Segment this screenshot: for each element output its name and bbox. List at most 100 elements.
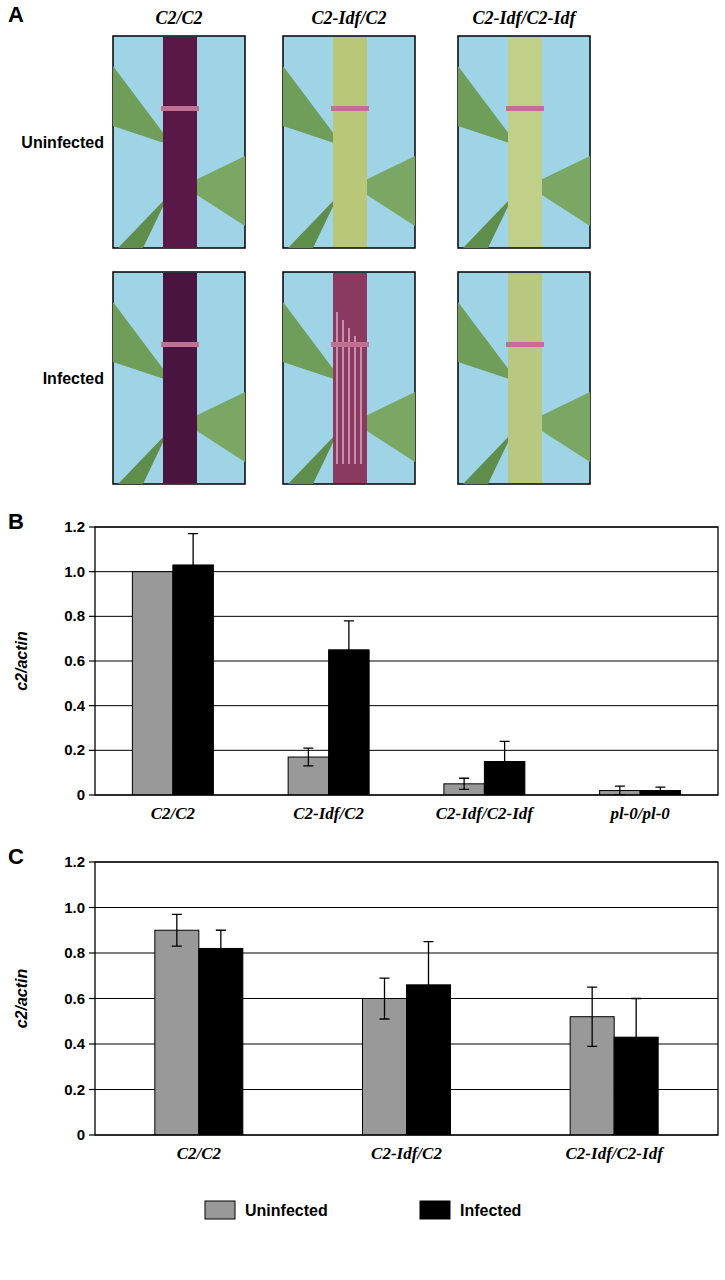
category-label: pl-0/pl-0 [608, 804, 670, 823]
node [161, 106, 199, 111]
category-label: C2-Idf/C2 [371, 1144, 442, 1163]
leaf [288, 432, 338, 484]
legend-swatch [205, 1201, 235, 1219]
bar [199, 948, 243, 1135]
figure: A C2/C2 C2-Idf/C2 C2-Idf/C2-Idf Uninfected In… [0, 0, 725, 1280]
leaf [118, 432, 168, 484]
column-header: C2-Idf/C2 [311, 8, 386, 28]
stem [333, 273, 367, 483]
y-axis-label: c2/actin [13, 631, 30, 691]
row-header: Infected [43, 370, 104, 387]
legend-label: Infected [460, 1202, 521, 1219]
photo [113, 272, 245, 484]
tick-label: 0 [77, 1126, 85, 1143]
tick-label: 0.4 [64, 697, 86, 714]
tick-mark [89, 861, 95, 862]
photo [283, 36, 415, 248]
stem-streak [348, 328, 350, 464]
tick-mark [89, 1089, 95, 1090]
stem [508, 273, 542, 483]
column-header: C2-Idf/C2-Idf [473, 8, 578, 28]
plot-area [155, 914, 658, 1135]
category-label: C2-Idf/C2-Idf [566, 1144, 666, 1163]
tick-mark [89, 952, 95, 953]
photo [283, 272, 415, 484]
stem-streak [360, 344, 362, 464]
photo [458, 272, 590, 484]
legend-swatch [420, 1201, 450, 1219]
tick-label: 1.2 [64, 518, 85, 535]
row-header: Uninfected [21, 134, 104, 151]
legend: Uninfected Infected [205, 1201, 521, 1219]
panel-label: B [8, 509, 24, 534]
stem [508, 37, 542, 247]
stem-streak [342, 320, 344, 464]
bar-chart: Cc2/actin 0 0.2 0.4 0.6 0.8 1.0 1.2 C2/C2 C2-Idf/… [8, 844, 718, 1219]
tick-label: 0.2 [64, 1081, 85, 1098]
plot-area [132, 534, 680, 795]
bar [132, 572, 172, 795]
bar [155, 930, 199, 1135]
photo-background [113, 36, 245, 248]
tick-label: 0 [77, 786, 85, 803]
tick-mark [89, 571, 95, 572]
category-label: C2-Idf/C2 [293, 804, 364, 823]
error-bar [424, 942, 434, 1028]
error-bar [188, 534, 198, 597]
tick-label: 1.0 [64, 899, 85, 916]
stem-streak [354, 336, 356, 464]
legend-label: Uninfected [245, 1202, 328, 1219]
tick-mark [89, 526, 95, 527]
category-label: C2/C2 [177, 1144, 222, 1163]
panel-label: A [8, 2, 24, 27]
tick-label: 0.4 [64, 1035, 86, 1052]
tick-label: 0.8 [64, 607, 85, 624]
column-header: C2/C2 [155, 8, 202, 28]
tick-label: 0.6 [64, 990, 85, 1007]
error-bar [172, 914, 182, 946]
error-bar [303, 748, 313, 766]
node [506, 106, 544, 111]
error-bar [587, 987, 597, 1046]
tick-mark [89, 794, 95, 795]
stem [163, 37, 197, 247]
y-axis-label: c2/actin [13, 968, 30, 1028]
node [506, 342, 544, 347]
leaf [463, 432, 513, 484]
node [331, 342, 369, 347]
bar-chart: Bc2/actin00.20.40.60.81.01.2C2/C2C2-Idf/… [8, 509, 718, 823]
tick-label: 1.2 [64, 853, 85, 870]
panel-a: A C2/C2 C2-Idf/C2 C2-Idf/C2-Idf Uninfected In… [8, 2, 590, 484]
panel-label: C [8, 844, 24, 869]
tick-mark [89, 907, 95, 908]
grid-line [95, 907, 718, 908]
tick-mark [89, 998, 95, 999]
category-label: C2/C2 [151, 804, 196, 823]
photo-background [458, 36, 590, 248]
photo-background [458, 272, 590, 484]
stem [333, 37, 367, 247]
error-bar [344, 621, 354, 679]
leaf [288, 196, 338, 248]
photo [458, 36, 590, 248]
plot-frame [95, 527, 718, 795]
error-bar [615, 786, 625, 795]
tick-label: 0.8 [64, 944, 85, 961]
stem [163, 273, 197, 483]
photo [113, 36, 245, 248]
tick-mark [89, 750, 95, 751]
error-bar [631, 999, 641, 1076]
error-bar [216, 930, 226, 966]
tick-mark [89, 1134, 95, 1135]
tick-label: 1.0 [64, 563, 85, 580]
category-label: C2-Idf/C2-Idf [436, 804, 536, 823]
stem-streak [336, 312, 338, 464]
tick-mark [89, 616, 95, 617]
plot-frame [95, 862, 718, 1135]
node [331, 106, 369, 111]
error-bar [459, 778, 469, 789]
error-bar [500, 741, 510, 781]
error-bar [380, 978, 390, 1019]
tick-mark [89, 705, 95, 706]
photo-background [113, 272, 245, 484]
